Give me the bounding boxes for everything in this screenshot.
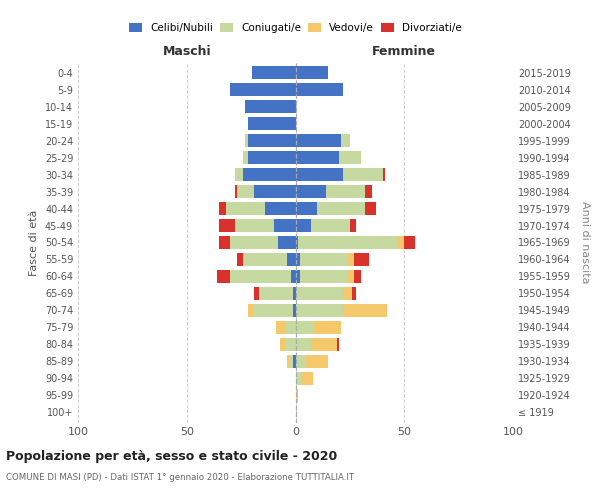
Text: COMUNE DI MASI (PD) - Dati ISTAT 1° gennaio 2020 - Elaborazione TUTTITALIA.IT: COMUNE DI MASI (PD) - Dati ISTAT 1° genn… [6, 472, 354, 482]
Bar [291, 270, 296, 283]
Bar [254, 304, 293, 317]
Bar [348, 252, 354, 266]
Bar [217, 270, 230, 283]
Bar [284, 320, 296, 334]
Bar [293, 304, 296, 317]
Bar [244, 151, 248, 164]
Bar [313, 320, 341, 334]
Bar [248, 134, 296, 147]
Bar [235, 185, 237, 198]
Bar [287, 354, 289, 368]
Bar [296, 252, 300, 266]
Bar [296, 338, 311, 351]
Bar [284, 338, 296, 351]
Bar [343, 286, 352, 300]
Bar [383, 168, 385, 181]
Bar [296, 286, 343, 300]
Bar [230, 83, 296, 96]
Bar [245, 134, 248, 147]
Text: Femmine: Femmine [372, 46, 436, 59]
Bar [341, 134, 350, 147]
Y-axis label: Fasce di età: Fasce di età [29, 210, 39, 276]
Bar [220, 236, 230, 250]
Bar [311, 218, 350, 232]
Bar [280, 338, 284, 351]
Bar [296, 388, 298, 402]
Bar [296, 270, 300, 283]
Bar [235, 168, 244, 181]
Bar [343, 168, 383, 181]
Bar [296, 354, 307, 368]
Bar [230, 270, 291, 283]
Bar [296, 185, 326, 198]
Bar [248, 304, 254, 317]
Bar [296, 320, 313, 334]
Bar [237, 185, 254, 198]
Bar [343, 304, 387, 317]
Bar [274, 218, 296, 232]
Bar [298, 236, 398, 250]
Text: Popolazione per età, sesso e stato civile - 2020: Popolazione per età, sesso e stato civil… [6, 450, 337, 463]
Bar [220, 202, 226, 215]
Bar [296, 83, 343, 96]
Bar [296, 218, 311, 232]
Bar [398, 236, 404, 250]
Bar [293, 286, 296, 300]
Bar [326, 185, 365, 198]
Bar [287, 252, 296, 266]
Bar [365, 202, 376, 215]
Bar [235, 218, 274, 232]
Bar [302, 372, 313, 385]
Bar [348, 270, 354, 283]
Bar [293, 354, 296, 368]
Bar [226, 202, 265, 215]
Bar [296, 236, 298, 250]
Bar [245, 100, 296, 114]
Bar [339, 151, 361, 164]
Bar [254, 185, 296, 198]
Text: Maschi: Maschi [163, 46, 211, 59]
Bar [252, 66, 296, 80]
Bar [289, 354, 293, 368]
Bar [350, 218, 356, 232]
Bar [220, 218, 235, 232]
Bar [276, 320, 284, 334]
Bar [307, 354, 328, 368]
Bar [317, 202, 365, 215]
Bar [248, 117, 296, 130]
Bar [352, 286, 356, 300]
Bar [278, 236, 296, 250]
Legend: Celibi/Nubili, Coniugati/e, Vedovi/e, Divorziati/e: Celibi/Nubili, Coniugati/e, Vedovi/e, Di… [127, 21, 464, 35]
Bar [296, 66, 328, 80]
Bar [300, 270, 348, 283]
Bar [296, 304, 343, 317]
Bar [259, 286, 293, 300]
Bar [230, 236, 278, 250]
Bar [244, 252, 287, 266]
Y-axis label: Anni di nascita: Anni di nascita [580, 201, 590, 284]
Bar [244, 168, 296, 181]
Bar [296, 202, 317, 215]
Bar [296, 372, 302, 385]
Bar [354, 252, 370, 266]
Bar [237, 252, 244, 266]
Bar [337, 338, 339, 351]
Bar [248, 151, 296, 164]
Bar [254, 286, 259, 300]
Bar [300, 252, 348, 266]
Bar [296, 168, 343, 181]
Bar [311, 338, 337, 351]
Bar [265, 202, 296, 215]
Bar [296, 134, 341, 147]
Bar [354, 270, 361, 283]
Bar [365, 185, 371, 198]
Bar [404, 236, 415, 250]
Bar [296, 151, 339, 164]
